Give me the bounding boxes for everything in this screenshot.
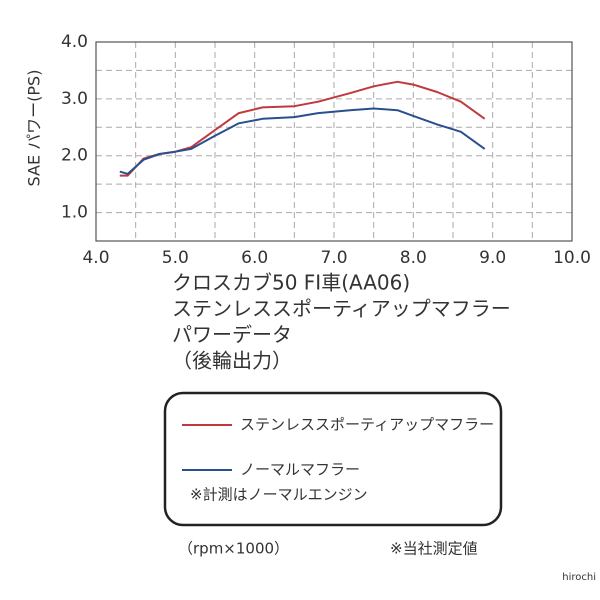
watermark: hirochi (562, 572, 596, 583)
legend-note: ※計測はノーマルエンジン (190, 486, 368, 504)
chart-title-line: クロスカブ50 FI車(AA06) (172, 271, 410, 295)
x-tick-label: 10.0 (553, 248, 591, 268)
x-tick-label: 5.0 (162, 248, 189, 268)
chart-title-line: ステンレススポーティアップマフラー (172, 297, 511, 321)
x-tick-label: 4.0 (82, 248, 109, 268)
x-unit: （rpm×1000） (178, 540, 289, 558)
x-tick-label: 9.0 (479, 248, 506, 268)
y-tick-label: 4.0 (61, 32, 88, 52)
y-tick-label: 1.0 (61, 203, 88, 223)
series-line (119, 80, 486, 177)
series-line (119, 107, 486, 175)
x-tick-label: 8.0 (400, 248, 427, 268)
x-tick-label: 7.0 (320, 248, 347, 268)
chart-title-line: （後輪出力） (172, 349, 292, 373)
legend-box (163, 391, 503, 527)
x-tick-label: 6.0 (241, 248, 268, 268)
y-tick-label: 3.0 (61, 89, 88, 109)
plot-frame (95, 41, 573, 242)
y-tick-label: 2.0 (61, 146, 88, 166)
legend-label: ステンレススポーティアップマフラー (240, 416, 494, 434)
y-axis-label: SAE パワー(PS) (25, 70, 44, 187)
legend-label: ノーマルマフラー (240, 461, 360, 479)
source-note: ※当社測定値 (390, 540, 478, 558)
chart-title-line: パワーデータ (172, 323, 292, 347)
